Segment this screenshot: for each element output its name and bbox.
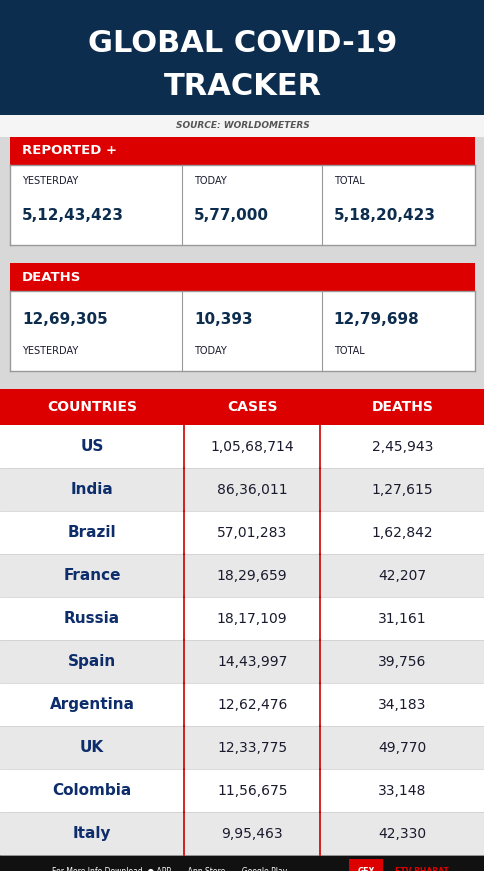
Text: 18,29,659: 18,29,659 (216, 569, 287, 583)
Text: 86,36,011: 86,36,011 (216, 483, 287, 496)
Text: 34,183: 34,183 (378, 698, 426, 712)
Text: 12,69,305: 12,69,305 (22, 312, 107, 327)
Text: TOTAL: TOTAL (333, 176, 363, 186)
Text: DEATHS: DEATHS (22, 271, 81, 283)
Text: COUNTRIES: COUNTRIES (47, 400, 137, 414)
Text: France: France (63, 568, 121, 583)
Text: 49,770: 49,770 (378, 740, 426, 754)
Text: YESTERDAY: YESTERDAY (22, 176, 78, 186)
Text: Russia: Russia (64, 611, 120, 626)
Text: 39,756: 39,756 (378, 654, 426, 669)
Bar (0, 554, 484, 597)
Bar (348, 859, 382, 871)
Text: Spain: Spain (68, 654, 116, 669)
Text: DEATHS: DEATHS (371, 400, 433, 414)
Bar (0, 371, 484, 389)
Bar (0, 389, 484, 425)
Text: GFX: GFX (357, 867, 374, 871)
Text: Colombia: Colombia (52, 783, 132, 798)
Text: 12,33,775: 12,33,775 (217, 740, 287, 754)
Text: TRACKER: TRACKER (163, 71, 321, 101)
Bar (0, 640, 484, 683)
Text: TODAY: TODAY (194, 346, 227, 356)
Text: For More Info Download  ● APP       App Store       Google Play: For More Info Download ● APP App Store G… (52, 867, 287, 871)
Text: ETV BHARAT: ETV BHARAT (394, 867, 448, 871)
Text: 18,17,109: 18,17,109 (216, 611, 287, 625)
Bar (10, 137, 474, 165)
Text: YESTERDAY: YESTERDAY (22, 346, 78, 356)
Bar (0, 855, 484, 871)
Text: 2,45,943: 2,45,943 (371, 440, 432, 454)
Text: CASES: CASES (227, 400, 277, 414)
Bar (0, 683, 484, 726)
Bar (0, 769, 484, 812)
Text: UK: UK (80, 740, 104, 755)
Text: 11,56,675: 11,56,675 (216, 784, 287, 798)
Text: 57,01,283: 57,01,283 (217, 525, 287, 539)
Text: 1,05,68,714: 1,05,68,714 (210, 440, 293, 454)
Bar (0, 511, 484, 554)
Text: India: India (71, 482, 113, 497)
Text: 5,18,20,423: 5,18,20,423 (333, 207, 435, 222)
Text: REPORTED +: REPORTED + (22, 145, 117, 158)
Text: US: US (80, 439, 104, 454)
Bar (0, 468, 484, 511)
Text: 12,79,698: 12,79,698 (333, 312, 419, 327)
Text: 10,393: 10,393 (194, 312, 252, 327)
Bar (0, 812, 484, 855)
Text: Brazil: Brazil (68, 525, 116, 540)
Text: TODAY: TODAY (194, 176, 227, 186)
Text: Argentina: Argentina (49, 697, 135, 712)
Text: 1,27,615: 1,27,615 (371, 483, 433, 496)
Bar (0, 425, 484, 468)
Text: Italy: Italy (73, 826, 111, 841)
Text: GLOBAL COVID-19: GLOBAL COVID-19 (88, 30, 396, 58)
Bar (0, 597, 484, 640)
Text: 42,207: 42,207 (378, 569, 426, 583)
Text: 1,62,842: 1,62,842 (371, 525, 433, 539)
Text: 31,161: 31,161 (378, 611, 426, 625)
Text: 12,62,476: 12,62,476 (216, 698, 287, 712)
Text: 5,12,43,423: 5,12,43,423 (22, 207, 124, 222)
Bar (0, 115, 484, 137)
Text: 5,77,000: 5,77,000 (194, 207, 269, 222)
Bar (10, 165, 474, 245)
Text: TOTAL: TOTAL (333, 346, 363, 356)
Text: 14,43,997: 14,43,997 (216, 654, 287, 669)
Bar (0, 0, 484, 115)
Text: 9,95,463: 9,95,463 (221, 827, 283, 841)
Bar (0, 726, 484, 769)
Text: 42,330: 42,330 (378, 827, 426, 841)
Text: SOURCE: WORLDOMETERS: SOURCE: WORLDOMETERS (175, 121, 309, 131)
Bar (10, 263, 474, 291)
Bar (10, 291, 474, 371)
Bar (0, 245, 484, 263)
Text: 33,148: 33,148 (378, 784, 426, 798)
